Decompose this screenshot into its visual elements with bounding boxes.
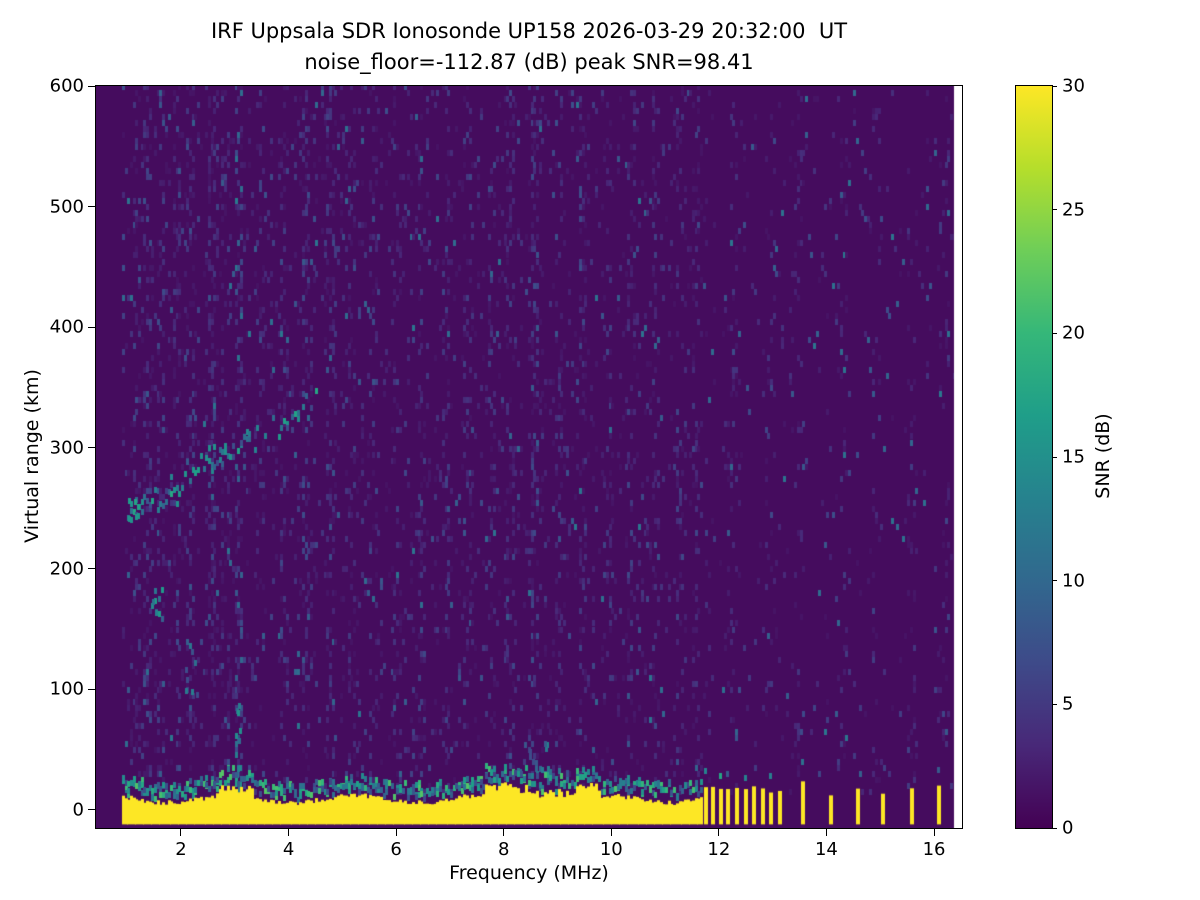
y-tick-label: 0 bbox=[72, 799, 84, 821]
colorbar-tick-mark bbox=[1053, 456, 1057, 458]
x-axis-label: Frequency (MHz) bbox=[449, 862, 609, 884]
y-tick-label: 500 bbox=[49, 196, 84, 218]
x-tick-label: 4 bbox=[282, 839, 295, 860]
x-tick-mark bbox=[503, 829, 505, 836]
x-tick-mark bbox=[718, 829, 720, 836]
y-tick-mark bbox=[88, 809, 95, 811]
ionogram-heatmap bbox=[96, 86, 962, 828]
colorbar-tick-mark bbox=[1053, 85, 1057, 87]
colorbar-tick-mark bbox=[1053, 580, 1057, 582]
y-tick-mark bbox=[88, 447, 95, 449]
y-tick-label: 200 bbox=[49, 558, 84, 580]
y-tick-label: 400 bbox=[49, 316, 84, 338]
y-tick-mark bbox=[88, 85, 95, 87]
colorbar-label: SNR (dB) bbox=[1092, 413, 1114, 499]
colorbar-tick-label: 0 bbox=[1062, 817, 1074, 839]
x-tick-label: 14 bbox=[814, 839, 838, 860]
colorbar-tick-label: 25 bbox=[1062, 199, 1085, 221]
colorbar-tick-label: 10 bbox=[1062, 570, 1085, 592]
y-tick-label: 100 bbox=[49, 678, 84, 700]
x-tick-mark bbox=[933, 829, 935, 836]
y-tick-mark bbox=[88, 688, 95, 690]
chart-title-line1: IRF Uppsala SDR Ionosonde UP158 2026-03-… bbox=[210, 19, 848, 43]
x-tick-mark bbox=[610, 829, 612, 836]
colorbar-tick-label: 20 bbox=[1062, 322, 1085, 344]
x-tick-label: 12 bbox=[707, 839, 731, 860]
x-tick-mark bbox=[825, 829, 827, 836]
colorbar-tick-label: 5 bbox=[1062, 693, 1074, 715]
x-tick-label: 6 bbox=[390, 839, 402, 860]
colorbar bbox=[1015, 85, 1053, 829]
y-tick-mark bbox=[88, 326, 95, 328]
x-tick-mark bbox=[288, 829, 290, 836]
x-tick-label: 16 bbox=[922, 839, 946, 860]
x-tick-label: 10 bbox=[599, 839, 623, 860]
x-tick-label: 2 bbox=[175, 839, 187, 860]
colorbar-tick-mark bbox=[1053, 827, 1057, 829]
colorbar-tick-label: 30 bbox=[1062, 75, 1085, 97]
colorbar-tick-label: 15 bbox=[1062, 446, 1085, 468]
colorbar-tick-mark bbox=[1053, 332, 1057, 334]
chart-title: IRF Uppsala SDR Ionosonde UP158 2026-03-… bbox=[95, 16, 963, 78]
plot-area bbox=[95, 85, 963, 829]
colorbar-tick-mark bbox=[1053, 209, 1057, 211]
colorbar-tick-mark bbox=[1053, 703, 1057, 705]
y-tick-label: 300 bbox=[49, 437, 84, 459]
y-tick-label: 600 bbox=[49, 75, 84, 97]
y-tick-mark bbox=[88, 206, 95, 208]
x-tick-label: 8 bbox=[497, 839, 510, 860]
x-tick-mark bbox=[180, 829, 182, 836]
y-tick-mark bbox=[88, 568, 95, 570]
chart-title-line2: noise_floor=-112.87 (dB) peak SNR=98.41 bbox=[304, 50, 754, 74]
x-tick-mark bbox=[395, 829, 397, 836]
